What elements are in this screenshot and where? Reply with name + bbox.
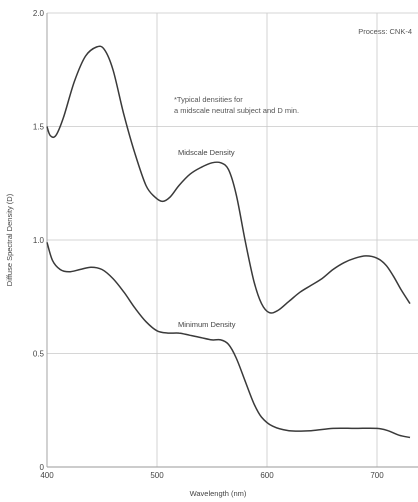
midscale-density-line [46, 45, 411, 314]
y-tick-label: 2.0 [33, 9, 45, 18]
axes [46, 13, 418, 468]
x-tick-label: 600 [260, 471, 274, 480]
data-series [46, 45, 411, 439]
y-tick-label: 1.5 [33, 123, 45, 132]
series-label-minimum: Minimum Density [178, 320, 236, 329]
y-axis-label: Diffuse Spectral Density (D) [5, 193, 14, 286]
note-line-1: *Typical densities for [174, 95, 243, 104]
x-axis-label: Wavelength (nm) [190, 489, 247, 498]
x-tick-label: 700 [370, 471, 384, 480]
minimum-density-line [46, 242, 411, 439]
y-tick-label: 0 [40, 463, 45, 472]
x-tick-label: 500 [150, 471, 164, 480]
x-tick-label: 400 [40, 471, 54, 480]
note-line-2: a midscale neutral subject and D min. [174, 106, 299, 115]
tick-labels: 0 0.5 1.0 1.5 2.0 400 500 600 700 [33, 9, 384, 480]
series-label-midscale: Midscale Density [178, 148, 235, 157]
process-label: Process: CNK-4 [358, 27, 412, 36]
y-tick-label: 0.5 [33, 350, 45, 359]
y-tick-label: 1.0 [33, 236, 45, 245]
grid [47, 12, 418, 467]
